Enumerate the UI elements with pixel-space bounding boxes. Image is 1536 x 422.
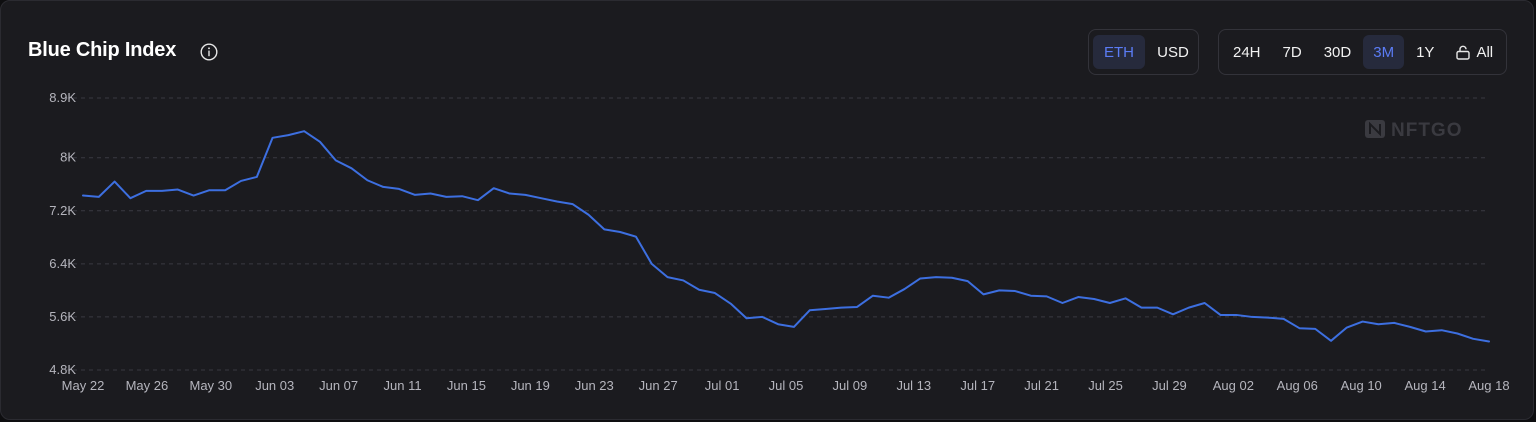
x-tick-label: May 22 <box>62 378 105 393</box>
series-line <box>82 130 1490 343</box>
x-tick-label: Jun 23 <box>575 378 614 393</box>
currency-toggle: ETH USD <box>1088 29 1199 75</box>
x-tick-label: Jul 13 <box>896 378 931 393</box>
x-tick-label: Jul 29 <box>1152 378 1187 393</box>
y-tick-label: 8K <box>60 150 76 165</box>
x-tick-label: Jul 25 <box>1088 378 1123 393</box>
range-30d-button[interactable]: 30D <box>1323 43 1352 61</box>
x-axis: May 22 May 26 May 30 Jun 03 Jun 07 Jun 11 Jun … <box>62 378 1510 393</box>
x-tick-label: Jun 03 <box>255 378 294 393</box>
nftgo-watermark: NFTGO <box>1365 120 1463 141</box>
x-tick-label: Jul 17 <box>960 378 995 393</box>
series-layer <box>82 130 1490 343</box>
range-1y-button[interactable]: 1Y <box>1416 43 1435 61</box>
range-3m-button[interactable]: 3M <box>1363 35 1405 69</box>
info-icon[interactable] <box>200 43 218 61</box>
y-axis: 4.8K 5.6K 6.4K 7.2K 8K 8.9K <box>49 90 76 377</box>
lock-icon <box>1456 45 1471 60</box>
x-tick-label: Jul 05 <box>769 378 804 393</box>
x-tick-label: Aug 14 <box>1404 378 1445 393</box>
x-tick-label: Jun 11 <box>384 378 422 393</box>
range-24h-button[interactable]: 24H <box>1233 43 1261 61</box>
y-tick-label: 4.8K <box>49 362 76 377</box>
currency-eth-button[interactable]: ETH <box>1093 35 1145 69</box>
x-tick-label: May 30 <box>189 378 232 393</box>
y-tick-label: 7.2K <box>49 203 76 218</box>
watermark-text: NFTGO <box>1391 120 1463 141</box>
y-tick-label: 5.6K <box>49 309 76 324</box>
x-tick-label: Jul 01 <box>705 378 740 393</box>
grid-lines <box>65 97 1489 371</box>
x-tick-label: Aug 10 <box>1341 378 1382 393</box>
currency-usd-button[interactable]: USD <box>1157 43 1189 61</box>
range-all-label: All <box>1476 43 1494 61</box>
x-tick-label: May 26 <box>126 378 169 393</box>
x-tick-label: Jul 09 <box>833 378 868 393</box>
x-tick-label: Jun 19 <box>511 378 550 393</box>
range-7d-button[interactable]: 7D <box>1282 43 1302 61</box>
chart-title: Blue Chip Index <box>28 39 177 61</box>
x-tick-label: Jun 15 <box>447 378 486 393</box>
x-tick-label: Aug 06 <box>1277 378 1318 393</box>
x-tick-label: Jun 27 <box>639 378 678 393</box>
y-tick-label: 8.9K <box>49 90 76 105</box>
x-tick-label: Jul 21 <box>1024 378 1059 393</box>
x-tick-label: Aug 18 <box>1468 378 1509 393</box>
x-tick-label: Jun 07 <box>319 378 358 393</box>
x-tick-label: Aug 02 <box>1213 378 1254 393</box>
time-range-selector: 24H 7D 30D 3M 1Y All <box>1218 29 1507 75</box>
range-all-button[interactable]: All <box>1446 35 1503 69</box>
y-tick-label: 6.4K <box>49 256 76 271</box>
